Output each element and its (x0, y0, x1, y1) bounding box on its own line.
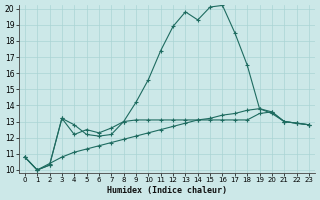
X-axis label: Humidex (Indice chaleur): Humidex (Indice chaleur) (107, 186, 227, 195)
